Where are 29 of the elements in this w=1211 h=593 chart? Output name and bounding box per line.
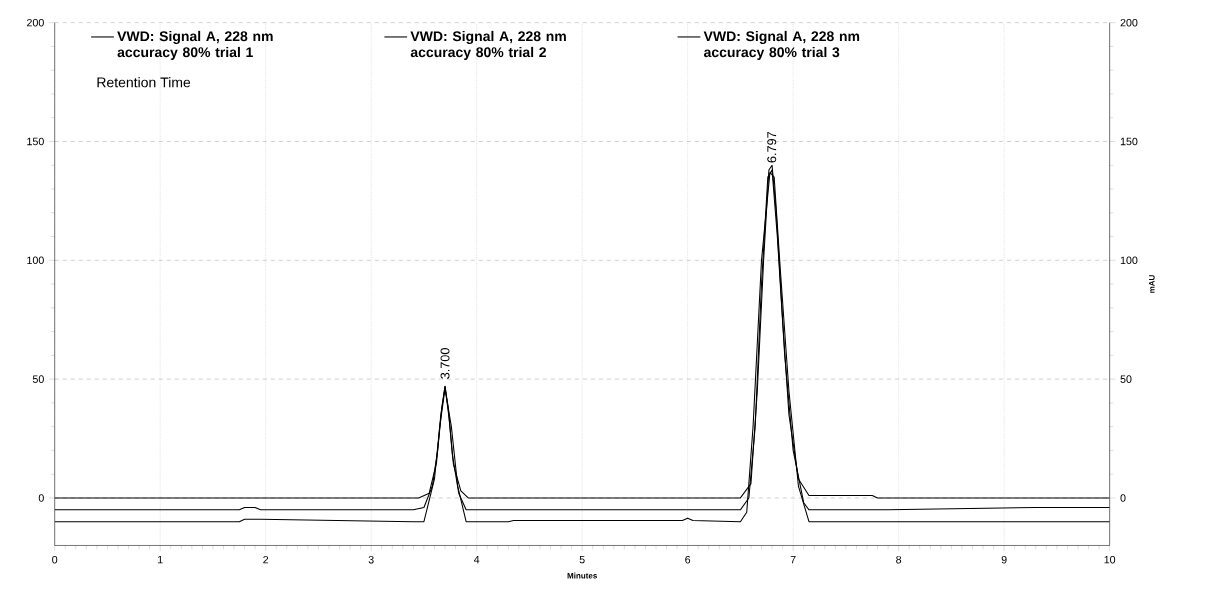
legend-label: VWD: Signal A, 228 nm accuracy 80% trial 1 — [117, 30, 273, 60]
y-tick-label: 100 — [27, 256, 44, 264]
x-tick-label: 10 — [1104, 555, 1116, 564]
x-tick-label: 0 — [52, 555, 58, 564]
x-tick-label: 3 — [368, 555, 374, 564]
y-tick-label: 200 — [27, 18, 44, 27]
legend-label: VWD: Signal A, 228 nm accuracy 80% trial 3 — [703, 30, 860, 60]
annotation: 6.797 — [767, 131, 777, 163]
x-tick-label: 5 — [579, 555, 585, 564]
annotation: Retention Time — [97, 76, 191, 88]
y2-tick-label: 50 — [1120, 375, 1132, 383]
x-axis-title: Minutes — [567, 572, 597, 579]
x-tick-label: 8 — [896, 555, 902, 564]
legend-label: VWD: Signal A, 228 nm accuracy 80% trial 2 — [410, 30, 566, 60]
x-tick-label: 4 — [473, 555, 480, 563]
y2-tick-label: 200 — [1120, 18, 1138, 27]
x-tick-label: 6 — [685, 555, 691, 564]
x-tick-label: 7 — [790, 555, 796, 563]
x-tick-label: 9 — [1001, 555, 1007, 564]
annotation: 3.700 — [440, 347, 450, 379]
y-tick-label: 150 — [27, 137, 44, 146]
y2-tick-label: 100 — [1120, 256, 1138, 264]
x-tick-label: 2 — [263, 555, 269, 564]
y2-tick-label: 150 — [1120, 137, 1138, 146]
y2-tick-label: 0 — [1120, 493, 1126, 502]
x-tick-label: 1 — [158, 555, 163, 563]
y-tick-label: 50 — [32, 375, 44, 383]
y-tick-label: 0 — [38, 493, 44, 502]
y2-axis-title: mAU — [1149, 274, 1155, 293]
